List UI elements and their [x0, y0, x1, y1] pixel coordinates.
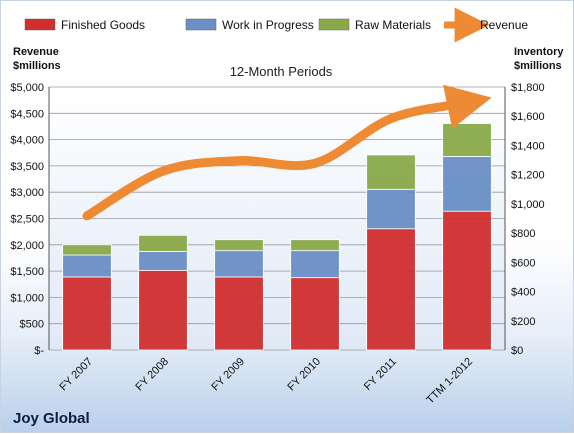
legend-label-raw-materials: Raw Materials: [355, 18, 431, 32]
left-tick-label: $1,500: [10, 266, 44, 278]
bar-finished-goods: [214, 276, 264, 351]
bar-work-in-progress: [138, 250, 188, 271]
legend-swatch-work-in-progress: [185, 18, 217, 31]
x-tick-label: FY 2008: [133, 356, 171, 394]
left-axis-title-line1: Revenue: [13, 46, 59, 58]
right-tick-label: $1,200: [511, 170, 545, 182]
legend: Finished Goods Work in Progress Raw Materi…: [24, 7, 528, 43]
bar-finished-goods: [442, 210, 492, 351]
bars: [62, 123, 492, 351]
left-tick-label: $500: [20, 319, 44, 331]
x-tick-label: TTM 1-2012: [424, 356, 475, 407]
right-tick-label: $400: [511, 287, 535, 299]
left-tick-label: $4,000: [10, 135, 44, 147]
right-tick-label: $800: [511, 228, 535, 240]
bar-raw-materials: [442, 123, 492, 157]
right-tick-label: $1,800: [511, 82, 545, 94]
brand-label: Joy Global: [13, 410, 90, 427]
x-tick-label: FY 2011: [362, 356, 399, 393]
bar-work-in-progress: [366, 188, 416, 230]
legend-label-finished-goods: Finished Goods: [61, 18, 145, 32]
bar-finished-goods: [290, 277, 340, 351]
revenue-line: [82, 84, 492, 221]
left-tick-label: $2,000: [10, 240, 44, 252]
right-tick-label: $1,400: [511, 140, 545, 152]
legend-swatch-finished-goods: [24, 18, 56, 31]
x-tick-label: FY 2007: [57, 356, 95, 394]
right-axis-title-line2: $millions: [514, 60, 562, 72]
bar-raw-materials: [366, 154, 416, 190]
left-tick-label: $4,500: [10, 108, 44, 120]
bar-raw-materials: [290, 239, 340, 252]
x-axis-ticks: FY 2007 FY 2008 FY 2009 FY 2010 FY 2011 TTM 1…: [57, 356, 475, 407]
bar-work-in-progress: [442, 156, 492, 212]
left-tick-label: $1,000: [10, 292, 44, 304]
left-tick-label: $3,500: [10, 161, 44, 173]
right-tick-label: $1,600: [511, 111, 545, 123]
bar-raw-materials: [214, 239, 264, 252]
left-tick-label: $2,500: [10, 214, 44, 226]
bar-raw-materials: [138, 234, 188, 252]
bar-finished-goods: [138, 269, 188, 351]
bar-work-in-progress: [62, 254, 112, 278]
left-tick-label: $3,000: [10, 187, 44, 199]
chart-subtitle: 12-Month Periods: [230, 64, 333, 79]
x-tick-label: FY 2009: [209, 356, 247, 394]
left-axis-title-line2: $millions: [13, 60, 61, 72]
legend-label-work-in-progress: Work in Progress: [222, 18, 314, 32]
right-tick-label: $200: [511, 316, 535, 328]
right-axis-ticks: $0 $200 $400 $600 $800 $1,000 $1,200 $1,400 $1,6…: [511, 82, 545, 357]
left-tick-label: $-: [34, 345, 44, 357]
right-tick-label: $1,000: [511, 199, 545, 211]
left-tick-label: $5,000: [10, 82, 44, 94]
bar-finished-goods: [366, 228, 416, 351]
revenue-line-path: [82, 84, 492, 221]
right-axis-title-line1: Inventory: [514, 46, 564, 58]
bar-finished-goods: [62, 276, 112, 351]
bar-raw-materials: [62, 244, 112, 256]
legend-label-revenue: Revenue: [480, 18, 528, 32]
right-tick-label: $600: [511, 257, 535, 269]
bar-work-in-progress: [214, 250, 264, 278]
left-axis-ticks: $- $500 $1,000 $1,500 $2,000 $2,500 $3,000 $3,5…: [10, 82, 44, 357]
legend-swatch-raw-materials: [318, 18, 350, 31]
right-tick-label: $0: [511, 345, 523, 357]
x-tick-label: FY 2010: [285, 356, 323, 394]
bar-work-in-progress: [290, 250, 340, 279]
